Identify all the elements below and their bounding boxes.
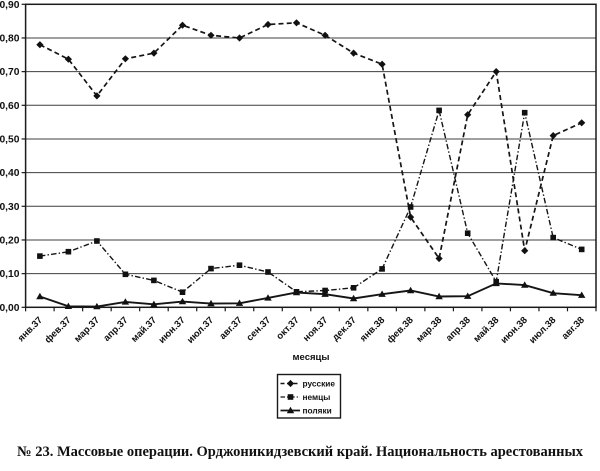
svg-text:0,40: 0,40 — [0, 168, 20, 179]
svg-text:0,90: 0,90 — [0, 0, 20, 11]
svg-text:0,30: 0,30 — [0, 202, 20, 213]
svg-text:0,80: 0,80 — [0, 34, 20, 45]
svg-text:№ 23. Массовые операции. Орджо: № 23. Массовые операции. Орджоникидзевск… — [17, 444, 584, 460]
svg-text:русские: русские — [303, 379, 336, 389]
svg-text:0,10: 0,10 — [0, 269, 20, 280]
svg-text:0,20: 0,20 — [0, 236, 20, 247]
svg-text:0,60: 0,60 — [0, 101, 20, 112]
svg-text:0,00: 0,00 — [0, 303, 20, 314]
svg-text:месяцы: месяцы — [293, 352, 330, 363]
svg-text:0,70: 0,70 — [0, 67, 20, 78]
svg-text:немцы: немцы — [303, 392, 331, 402]
svg-text:поляки: поляки — [303, 406, 332, 416]
svg-text:0,50: 0,50 — [0, 135, 20, 146]
